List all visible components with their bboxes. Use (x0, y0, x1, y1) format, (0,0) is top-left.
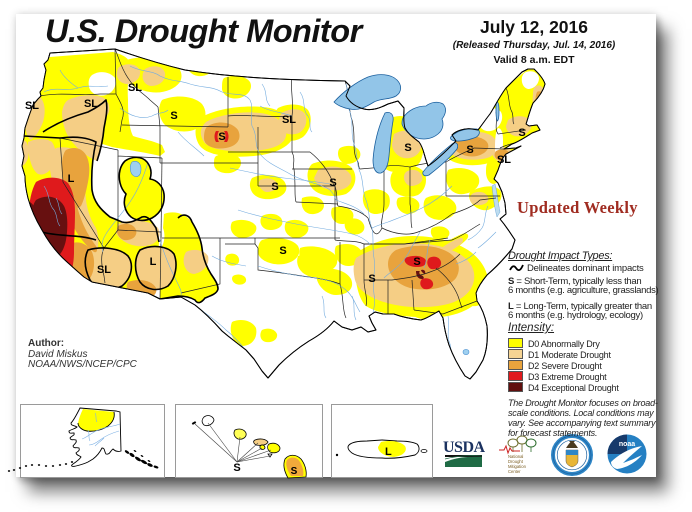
svg-text:S: S (279, 245, 286, 257)
svg-text:S: S (233, 462, 240, 474)
svg-text:Drought: Drought (508, 459, 524, 464)
svg-text:S: S (291, 466, 298, 477)
svg-text:SL: SL (128, 82, 142, 94)
svg-text:S: S (404, 142, 411, 154)
svg-text:S: S (413, 256, 420, 268)
svg-text:SL: SL (497, 154, 511, 166)
svg-text:S: S (329, 177, 336, 189)
svg-text:L: L (385, 446, 392, 458)
svg-text:L: L (150, 256, 157, 268)
svg-text:SL: SL (84, 98, 98, 110)
svg-text:Mitigation: Mitigation (508, 464, 527, 469)
svg-text:S: S (466, 144, 473, 156)
svg-text:S: S (368, 273, 375, 285)
svg-text:SL: SL (97, 264, 111, 276)
svg-text:National: National (508, 454, 523, 459)
svg-text:SL: SL (282, 114, 296, 126)
svg-text:SL: SL (25, 100, 39, 112)
svg-text:Center: Center (508, 469, 521, 474)
svg-text:USDA: USDA (443, 439, 486, 456)
svg-text:S: S (271, 181, 278, 193)
svg-text:noaa: noaa (619, 441, 635, 448)
svg-text:S: S (218, 131, 225, 143)
svg-text:S: S (170, 110, 177, 122)
svg-text:L: L (68, 173, 75, 185)
svg-text:S: S (518, 127, 525, 139)
